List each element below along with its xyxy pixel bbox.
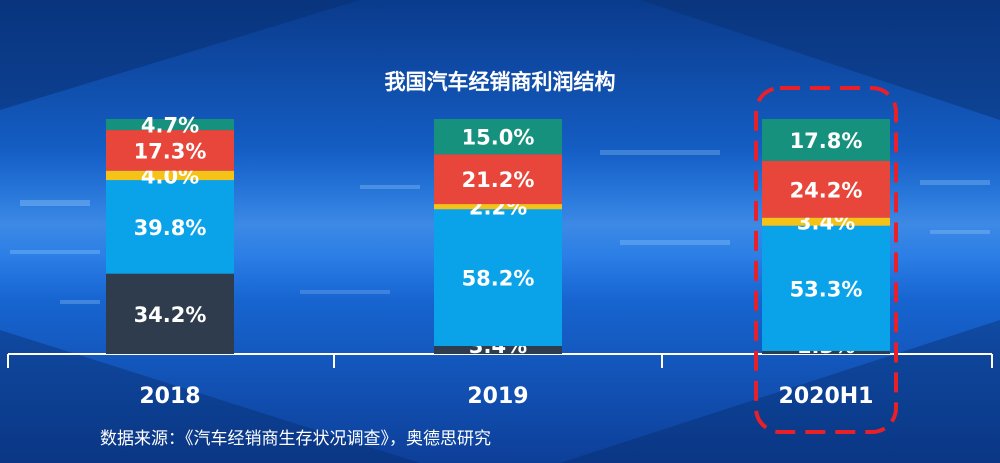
data-label: 21.2% [462,168,535,192]
bar-segment [434,209,562,347]
data-label: 17.3% [134,139,207,163]
data-label: 24.2% [790,178,863,202]
bar-segment [762,225,890,351]
bar-segment [434,154,562,205]
data-label: 53.3% [790,277,863,301]
data-label: 4.7% [141,114,199,138]
bar-segment [434,204,562,210]
source-note: 数据来源：《汽车经销商生存状况调查》，奥德思研究 [100,429,491,449]
data-label: 17.8% [790,129,863,153]
highlight-box [754,86,898,434]
bar-segment [434,346,562,354]
bar-segment [762,160,890,218]
data-label: 39.8% [134,216,207,240]
bar-segment [762,350,890,354]
category-label: 2019 [467,384,528,409]
bar-segment [434,119,562,155]
bar-segment [762,217,890,226]
chart-title: 我国汽车经销商利润结构 [384,70,616,94]
bar-segment [106,180,234,274]
data-label: 58.2% [462,267,535,291]
bar-segment [106,273,234,354]
category-label: 2020H1 [779,384,874,409]
data-label: 34.2% [134,303,207,327]
data-label: 15.0% [462,126,535,150]
bar-segment [106,130,234,171]
bar-segment [106,119,234,131]
bar-segment [762,119,890,161]
bar-segment [106,170,234,181]
category-label: 2018 [139,384,200,409]
